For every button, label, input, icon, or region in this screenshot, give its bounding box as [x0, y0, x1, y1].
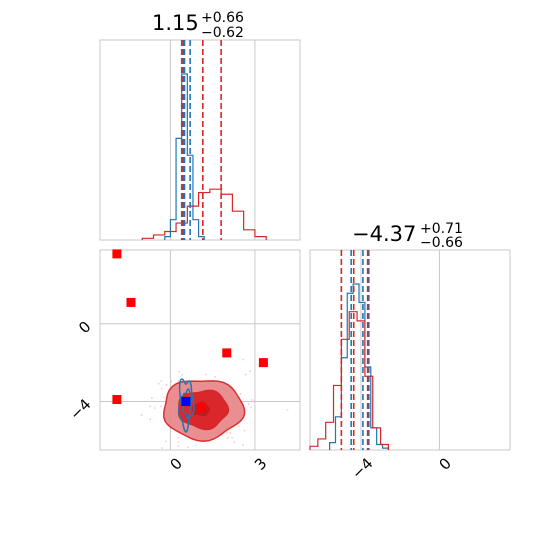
- title-median-2: −4.37: [352, 222, 416, 246]
- histograms-marginal-1: [141, 73, 267, 240]
- title-plus-1: +0.66: [201, 10, 244, 26]
- grid-marginal-2: [360, 250, 440, 450]
- grid-marginal-1: [169, 40, 256, 240]
- axes-frame-marginal-1: [99, 39, 301, 241]
- x-tick-label-joint-1: 3: [251, 454, 270, 473]
- axes-frame-joint: [99, 249, 301, 451]
- marker-1-0: [181, 396, 191, 406]
- histogram-2-series-0: [329, 283, 390, 450]
- y-ticks-joint: 0 −4: [66, 318, 94, 424]
- density-blue-outer: [178, 378, 195, 434]
- marker-0-5: [196, 402, 206, 412]
- x-tick-label-joint-0: 0: [167, 454, 186, 473]
- title-minus-2: −0.66: [420, 235, 463, 251]
- panel-marginal-2: −4.37 +0.71 −0.66 −4 0: [309, 221, 511, 483]
- x-tick-label-m2-0: −4: [348, 454, 376, 482]
- x-ticks-marginal-2: −4 0: [348, 454, 455, 482]
- marker-0-2: [222, 348, 232, 358]
- title-median-1: 1.15: [152, 11, 199, 35]
- panel-marginal-1: 1.15 +0.66 −0.62: [99, 10, 301, 241]
- y-tick-label-joint-0: 0: [75, 318, 94, 337]
- histogram-2-series-1: [309, 311, 390, 450]
- marker-0-4: [112, 395, 122, 405]
- title-minus-1: −0.62: [201, 25, 244, 41]
- x-tick-label-m2-1: 0: [435, 454, 454, 473]
- axes-frame-marginal-2: [309, 249, 511, 451]
- marker-0-0: [112, 249, 122, 259]
- y-tick-label-joint-1: −4: [66, 395, 94, 423]
- markers-joint: [112, 249, 268, 412]
- marker-0-1: [126, 297, 136, 307]
- title-plus-2: +0.71: [420, 221, 463, 237]
- marker-0-3: [258, 358, 268, 368]
- quantile-lines-marginal-1: [180, 40, 222, 240]
- histograms-marginal-2: [309, 283, 390, 450]
- histogram-1-series-1: [141, 188, 267, 240]
- histogram-1-series-0: [164, 73, 205, 240]
- quantile-lines-marginal-2: [340, 250, 370, 450]
